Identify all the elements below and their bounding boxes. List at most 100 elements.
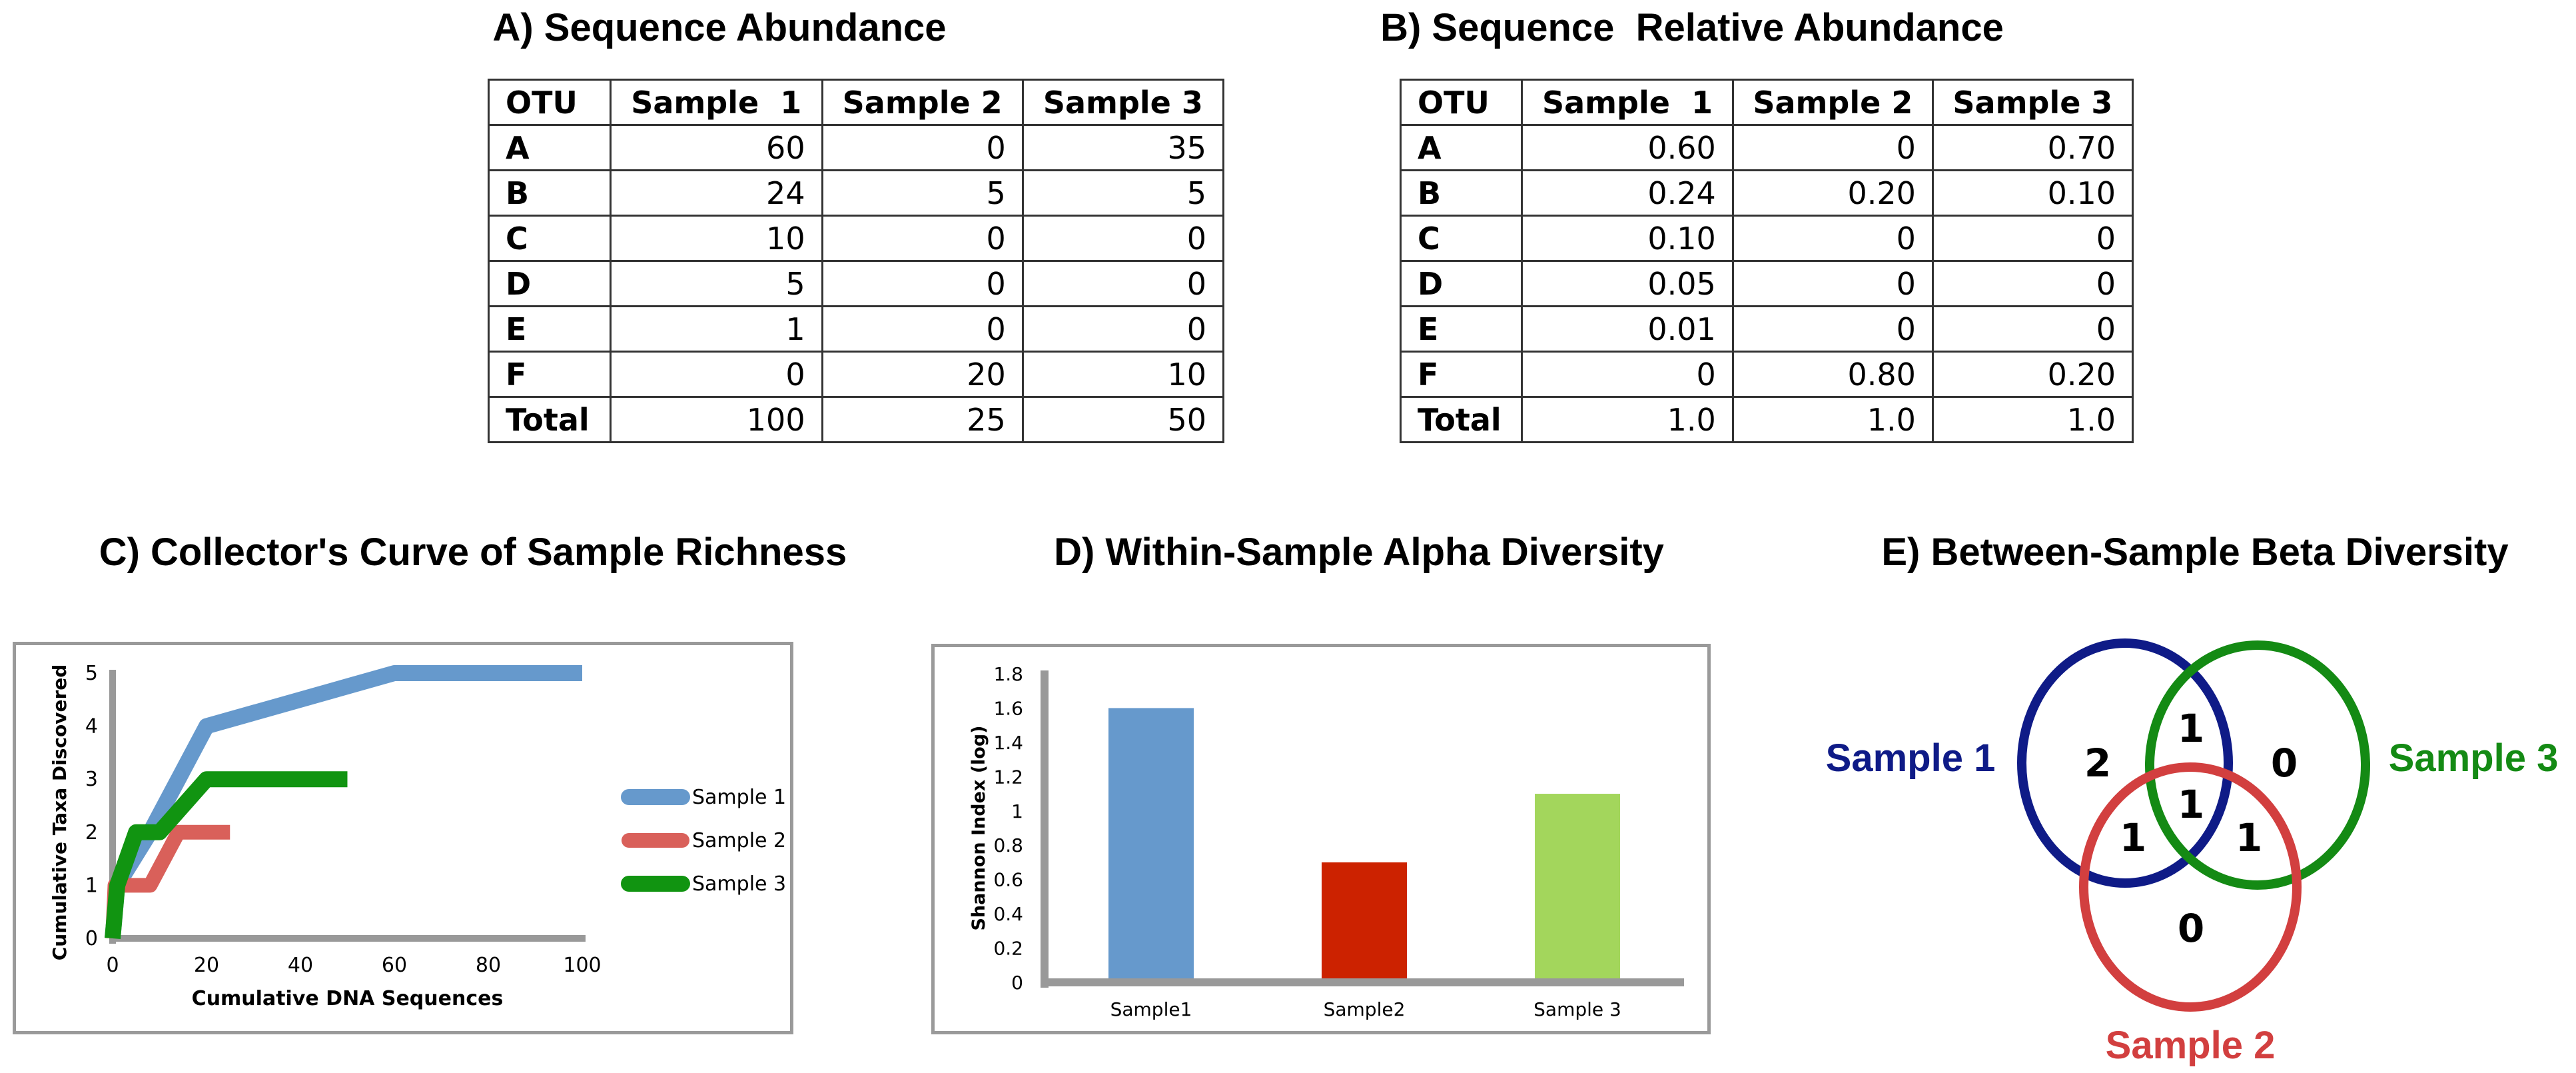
relative-col-header: Sample 3: [1931, 79, 2134, 126]
legend-label: Sample 3: [692, 872, 786, 896]
x-tick-label: Sample 3: [1533, 998, 1621, 1020]
alpha-diversity-frame: 0 0.2 0.4 0.6 0.8 1 1.2 1.4 1.6 1.8 Shannon Index …: [931, 644, 1711, 1034]
x-tick-label: Sample1: [1110, 998, 1192, 1020]
value-cell: 10: [1021, 351, 1225, 398]
venn-label-sample-3: Sample 3: [2389, 736, 2559, 780]
value-cell: 20: [821, 351, 1024, 398]
y-tick-label: 0: [1011, 972, 1023, 994]
value-cell: 5: [1021, 169, 1225, 217]
abundance-col-header: OTU: [488, 79, 612, 126]
y-tick-label: 5: [85, 662, 98, 685]
value-cell: 50: [1021, 396, 1225, 443]
abundance-col-header: Sample 2: [821, 79, 1024, 126]
value-cell: 1: [609, 305, 823, 353]
venn-count-only-sample-2: 0: [2178, 906, 2204, 951]
y-tick-label: 0.6: [993, 869, 1023, 891]
y-tick-label: 1: [85, 874, 98, 897]
value-cell: 0: [1931, 305, 2134, 353]
venn-count-sample-1-3: 1: [2178, 706, 2204, 751]
table-row: C 0.10 0 0: [1399, 215, 2134, 262]
bar-sample-3: [1535, 794, 1620, 978]
y-axis-label: Cumulative Taxa Discovered: [49, 664, 71, 961]
value-cell: 1.0: [1931, 396, 2134, 443]
legend-label: Sample 1: [692, 786, 786, 809]
otu-label-cell: F: [488, 351, 612, 398]
abundance-col-header: Sample 3: [1021, 79, 1225, 126]
x-tick-label: 100: [563, 954, 601, 977]
otu-label-cell: Total: [488, 396, 612, 443]
otu-label-cell: E: [1399, 305, 1523, 353]
otu-label-cell: B: [488, 169, 612, 217]
table-row: Total 1.0 1.0 1.0: [1399, 396, 2134, 443]
y-tick-label: 1: [1011, 800, 1023, 822]
value-cell: 0.20: [1731, 169, 1934, 217]
value-cell: 0: [1731, 260, 1934, 307]
table-sequence-abundance: OTU Sample 1 Sample 2 Sample 3 A 60 0 35 B 24 5 5 C…: [488, 79, 1225, 443]
y-tick-label: 2: [85, 821, 98, 844]
venn-count-sample-1-2: 1: [2120, 815, 2146, 860]
value-cell: 5: [821, 169, 1024, 217]
value-cell: 0.60: [1521, 124, 1734, 171]
table-row: B 24 5 5: [488, 169, 1225, 217]
y-tick-label: 1.6: [993, 697, 1023, 719]
y-tick-label: 0.4: [993, 903, 1023, 925]
value-cell: 0: [1731, 215, 1934, 262]
table-row: A 0.60 0 0.70: [1399, 124, 2134, 171]
value-cell: 0: [609, 351, 823, 398]
y-tick-label: 0.2: [993, 938, 1023, 960]
x-tick-label: 0: [106, 954, 119, 977]
y-tick-label: 1.4: [993, 732, 1023, 754]
value-cell: 0: [1731, 124, 1934, 171]
panel-c-title: C) Collector's Curve of Sample Richness: [99, 531, 847, 574]
otu-label-cell: A: [488, 124, 612, 171]
venn-label-sample-2: Sample 2: [2106, 1024, 2276, 1067]
relative-col-header: Sample 1: [1521, 79, 1734, 126]
value-cell: 0.70: [1931, 124, 2134, 171]
value-cell: 0.05: [1521, 260, 1734, 307]
y-tick-label: 1.2: [993, 766, 1023, 788]
value-cell: 0: [1931, 215, 2134, 262]
venn-count-only-sample-3: 0: [2271, 740, 2298, 786]
table-row: F 0 0.80 0.20: [1399, 351, 2134, 398]
relative-col-header: Sample 2: [1731, 79, 1934, 126]
bar-sample2: [1322, 862, 1407, 978]
otu-label-cell: D: [488, 260, 612, 307]
alpha-diversity-chart: 0 0.2 0.4 0.6 0.8 1 1.2 1.4 1.6 1.8 Shannon Index …: [969, 663, 1684, 1020]
legend-label: Sample 2: [692, 829, 786, 852]
venn-count-all-samples: 1: [2178, 782, 2204, 827]
relative-col-header: OTU: [1399, 79, 1523, 126]
value-cell: 0.01: [1521, 305, 1734, 353]
x-axis-label: Cumulative DNA Sequences: [192, 987, 504, 1010]
value-cell: 60: [609, 124, 823, 171]
otu-label-cell: C: [488, 215, 612, 262]
panel-a-title: A) Sequence Abundance: [492, 6, 947, 49]
otu-label-cell: B: [1399, 169, 1523, 217]
value-cell: 35: [1021, 124, 1225, 171]
venn-circle-sample-1: [2017, 638, 2233, 888]
table-row: Total 100 25 50: [488, 396, 1225, 443]
value-cell: 10: [609, 215, 823, 262]
table-row: A 60 0 35: [488, 124, 1225, 171]
value-cell: 0.24: [1521, 169, 1734, 217]
y-tick-label: 4: [85, 715, 98, 738]
otu-label-cell: A: [1399, 124, 1523, 171]
y-tick-label: 0: [85, 927, 98, 950]
value-cell: 0.10: [1521, 215, 1734, 262]
venn-count-only-sample-1: 2: [2084, 740, 2111, 786]
otu-label-cell: C: [1399, 215, 1523, 262]
panel-b-title: B) Sequence Relative Abundance: [1380, 6, 2004, 49]
otu-label-cell: E: [488, 305, 612, 353]
otu-label-cell: Total: [1399, 396, 1523, 443]
value-cell: 0: [821, 124, 1024, 171]
x-tick-label: 60: [382, 954, 407, 977]
value-cell: 0: [1521, 351, 1734, 398]
table-header-row: OTU Sample 1 Sample 2 Sample 3: [488, 79, 1225, 126]
collectors-curve-chart: 0 1 2 3 4 5 0 20 40 60 80 100 Cumulative DNA Sequenc…: [49, 662, 786, 1010]
series-line-sample-3: [105, 771, 348, 940]
panel-d-title: D) Within-Sample Alpha Diversity: [1054, 531, 1664, 574]
table-relative-abundance: OTU Sample 1 Sample 2 Sample 3 A 0.60 0 0.70 B 0…: [1399, 79, 2134, 443]
y-axis-label: Shannon Index (log): [969, 725, 989, 930]
value-cell: 0: [1931, 260, 2134, 307]
table-row: C 10 0 0: [488, 215, 1225, 262]
